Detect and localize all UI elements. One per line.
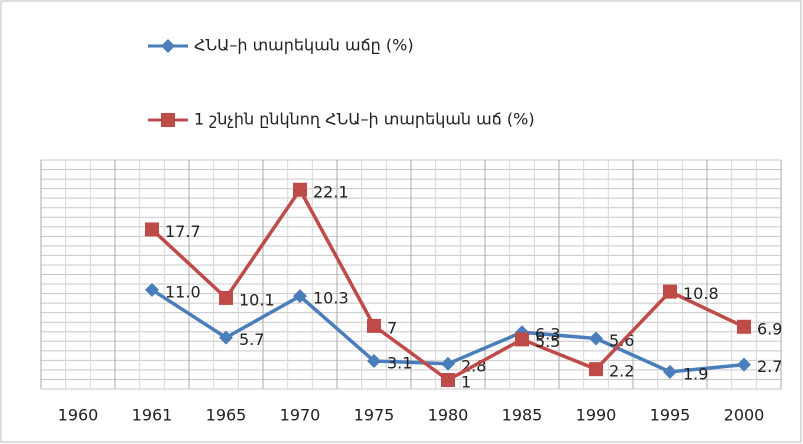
legend-label: ՀՆԱ–ի տարեկան աճը (%)	[194, 36, 414, 55]
x-tick-label: 1985	[502, 406, 543, 425]
data-label: 6.3	[535, 325, 560, 344]
x-tick-label: 2000	[724, 406, 765, 425]
data-point	[219, 290, 233, 305]
data-point	[145, 282, 159, 297]
data-label: 6.9	[757, 319, 782, 338]
data-point	[293, 289, 307, 304]
x-tick-label: 1965	[206, 406, 247, 425]
x-tick-label: 1970	[280, 406, 321, 425]
x-tick-label: 1975	[354, 406, 395, 425]
x-tick-label: 1961	[132, 406, 173, 425]
legend-label: 1 շնչին ընկնող ՀՆԱ–ի տարեկան աճ (%)	[194, 110, 535, 129]
data-point	[367, 354, 381, 369]
data-label: 3.1	[387, 354, 412, 373]
data-label: 1	[461, 372, 471, 391]
data-point	[145, 222, 159, 237]
x-tick-label: 1960	[58, 406, 99, 425]
data-label: 5.5	[535, 332, 560, 351]
legend-marker	[161, 113, 175, 127]
data-label: 10.3	[313, 289, 349, 308]
data-point	[589, 362, 603, 377]
data-point	[293, 182, 307, 197]
data-point	[515, 332, 529, 347]
x-tick-label: 1980	[428, 406, 469, 425]
data-point	[663, 364, 677, 379]
data-label: 10.8	[683, 284, 719, 303]
data-point	[663, 284, 677, 299]
data-point	[737, 357, 751, 372]
x-tick-label: 1995	[650, 406, 691, 425]
data-point	[219, 330, 233, 345]
data-label: 2.7	[757, 357, 782, 376]
data-label: 5.7	[239, 330, 264, 349]
data-label: 11.0	[165, 282, 201, 301]
legend-marker	[161, 39, 175, 53]
data-label: 7	[387, 318, 397, 337]
x-tick-label: 1990	[576, 406, 617, 425]
data-label: 10.1	[239, 290, 275, 309]
data-label: 22.1	[313, 182, 349, 201]
data-point	[737, 319, 751, 334]
data-label: 1.9	[683, 364, 708, 383]
data-point	[441, 372, 455, 387]
data-point	[441, 356, 455, 371]
data-point	[589, 331, 603, 346]
data-label: 2.2	[609, 362, 634, 381]
data-label: 17.7	[165, 222, 201, 241]
data-point	[367, 318, 381, 333]
